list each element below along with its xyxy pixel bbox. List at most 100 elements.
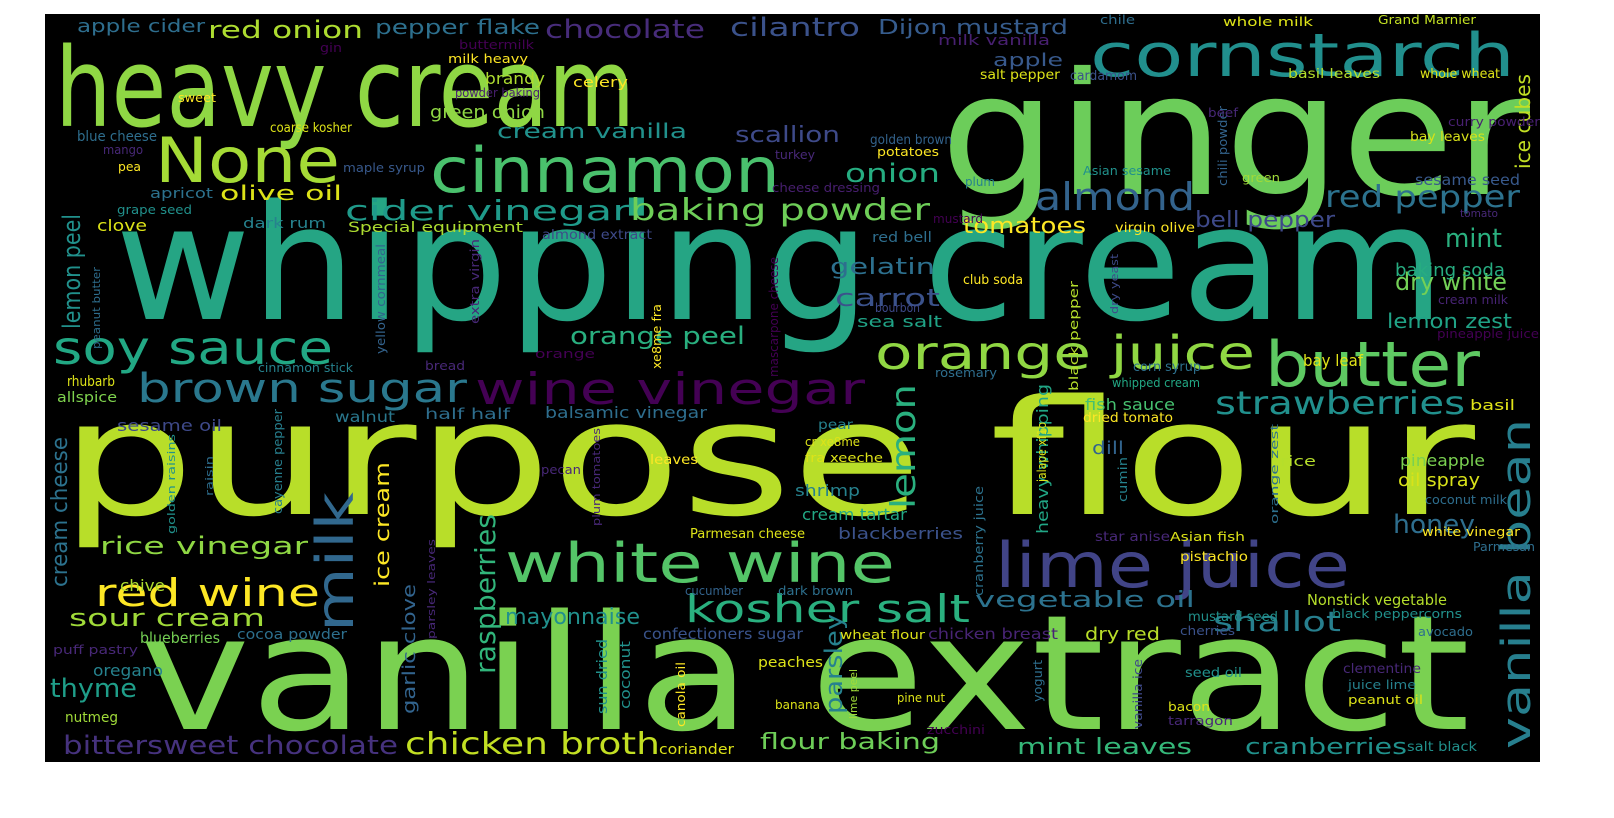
word: shrimp xyxy=(795,481,860,500)
word: beef xyxy=(1208,106,1239,120)
word: pistachio xyxy=(1180,550,1248,565)
word: cornstarch xyxy=(1090,21,1515,91)
word: pecan xyxy=(541,463,581,477)
word: chicken broth xyxy=(405,727,660,762)
word: fra xeeche xyxy=(805,451,883,465)
word: whipping cream xyxy=(115,170,1445,357)
word: plum tomatoes xyxy=(590,428,603,526)
word: Dijon mustard xyxy=(878,15,1068,39)
word: dark rum xyxy=(243,216,326,232)
word: golden brown xyxy=(870,133,952,148)
word: cinnamon stick xyxy=(258,361,353,375)
word: tomato xyxy=(1460,207,1498,220)
word: curry powder xyxy=(1448,115,1540,129)
word: cilantro xyxy=(730,14,860,43)
word: sour cream xyxy=(69,604,265,632)
word: mint xyxy=(1445,224,1502,254)
word: cucumber xyxy=(685,584,743,598)
word: mustard seed xyxy=(1188,610,1278,625)
word: cocoa powder xyxy=(237,627,347,643)
word: potatoes xyxy=(877,145,939,159)
word: yogurt xyxy=(1031,660,1045,702)
word: maple syrup xyxy=(343,161,425,175)
word: green xyxy=(1242,171,1280,185)
word: cream milk xyxy=(1438,293,1508,307)
word: carrot xyxy=(835,284,940,312)
word: virgin olive xyxy=(1115,221,1195,236)
word: cayenne pepper xyxy=(271,409,285,514)
word: banana xyxy=(775,698,820,712)
word: plum xyxy=(965,175,995,189)
word: blue cheese xyxy=(77,129,157,145)
word: chile xyxy=(1100,14,1135,27)
word: pineapple juice xyxy=(1437,327,1539,341)
word: whole wheat xyxy=(1420,67,1500,82)
word: xe8me fra xyxy=(650,304,664,369)
word: white vinegar xyxy=(1422,525,1520,539)
word: orange juice xyxy=(875,326,1255,380)
word: red pepper xyxy=(1325,180,1521,215)
word: coarse kosher xyxy=(270,121,353,136)
word: allspice xyxy=(57,390,117,406)
word: nutmeg xyxy=(65,710,118,726)
word: bay leaves xyxy=(1410,130,1485,145)
word: shallot xyxy=(1213,605,1341,638)
word: rosemary xyxy=(935,366,997,380)
word: red bell xyxy=(872,230,932,246)
word: bay leaf xyxy=(1303,351,1363,370)
word: coconut xyxy=(618,640,634,709)
word: vegetable oil xyxy=(975,588,1195,613)
word: avocado xyxy=(1418,625,1473,639)
word: club soda xyxy=(963,273,1023,288)
word: Parmesan xyxy=(1473,540,1535,554)
word: salt pepper xyxy=(980,68,1061,83)
word: rice xyxy=(1280,454,1316,470)
word: vanilla bean xyxy=(1494,419,1540,749)
word-cloud-canvas: heavy cream ginger whipping cream purpos… xyxy=(48,14,1540,762)
word: purpose flour xyxy=(60,365,1475,552)
word: almond xyxy=(1035,175,1195,219)
word: strawberries xyxy=(1215,384,1465,422)
word: coriander xyxy=(659,742,734,758)
word: extra virgin xyxy=(468,239,482,324)
word: chocolate xyxy=(545,15,705,45)
word: oregano xyxy=(93,661,163,680)
word: blackberries xyxy=(838,524,963,543)
word: mint leaves xyxy=(1017,735,1192,760)
word: dark brown xyxy=(778,584,853,598)
word: parsley leaves xyxy=(425,539,438,639)
word: apple cider xyxy=(77,16,206,37)
word: honey xyxy=(1393,510,1475,540)
word: cardamom xyxy=(1070,69,1137,84)
word: rhubarb xyxy=(67,374,115,390)
word: lime juice xyxy=(995,529,1350,602)
word: None xyxy=(155,124,340,197)
word: heavy cream xyxy=(55,24,635,152)
word: orange peel xyxy=(570,322,745,350)
word: balsamic vinegar xyxy=(545,403,707,422)
word: cumin xyxy=(1116,457,1130,502)
word: mango xyxy=(103,143,143,157)
word: black pepper xyxy=(1067,281,1081,391)
word: corn syrup xyxy=(1133,360,1201,375)
word: sea salt xyxy=(857,312,942,331)
word: cream tartar xyxy=(802,505,907,524)
word: lime peel xyxy=(847,669,860,719)
word: peanut butter xyxy=(90,266,103,349)
word: whole milk xyxy=(1223,15,1313,29)
word: soy sauce xyxy=(53,321,333,375)
word: leaves xyxy=(650,453,698,468)
word: chive xyxy=(120,576,165,595)
word: blueberries xyxy=(140,629,220,647)
word: brown sugar xyxy=(137,366,468,412)
word: tarragon xyxy=(1168,714,1233,728)
word: gin xyxy=(320,41,342,55)
word: raspberries xyxy=(469,514,502,674)
word: sweet xyxy=(178,91,216,105)
word: half half xyxy=(425,405,511,423)
word: vanilla extract xyxy=(140,580,1470,762)
word: ginger xyxy=(940,37,1530,235)
word: confectioners sugar xyxy=(643,625,804,643)
word: lemon peel xyxy=(58,214,86,329)
word: star anise xyxy=(1095,530,1170,545)
